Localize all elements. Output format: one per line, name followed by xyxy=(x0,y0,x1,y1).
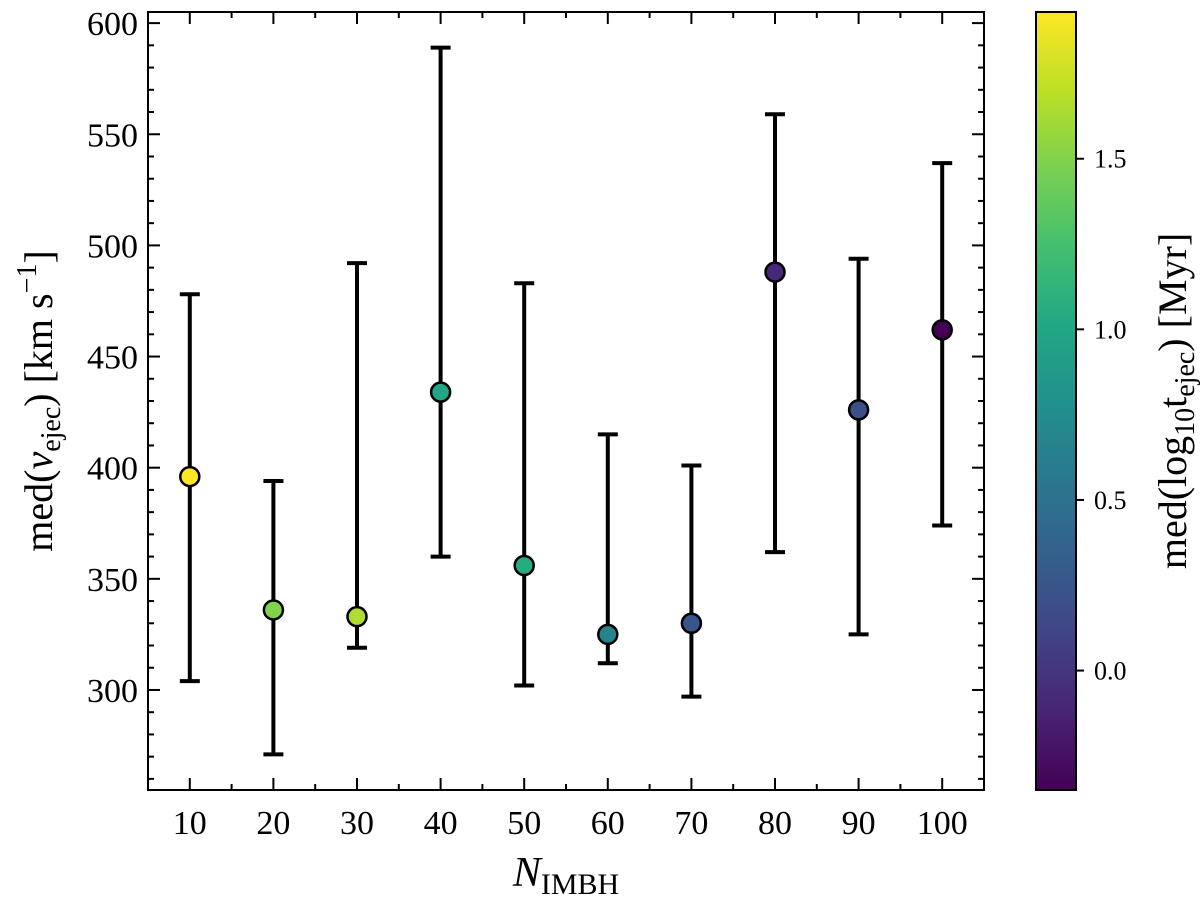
x-tick-label: 90 xyxy=(842,805,876,842)
error-bar xyxy=(514,281,535,688)
x-tick-label: 30 xyxy=(340,805,374,842)
y-axis-label: med(vejec) [km s−1] xyxy=(12,250,67,551)
plot-frame xyxy=(147,11,985,791)
colorbar xyxy=(1035,11,1077,791)
error-bar xyxy=(430,45,451,559)
x-tick-labels: 10 20 30 40 50 60 70 80 90 100 xyxy=(173,805,968,842)
data-point xyxy=(346,605,368,628)
data-point xyxy=(931,319,953,341)
colorbar-tick-label: 0.0 xyxy=(1094,657,1127,686)
data-point xyxy=(262,599,285,621)
data-point xyxy=(764,261,786,283)
y-tick-label: 600 xyxy=(87,6,138,43)
error-bar xyxy=(848,256,869,637)
colorbar-tick-label: 1.5 xyxy=(1094,145,1127,174)
data-points xyxy=(179,261,953,646)
x-tick-label: 80 xyxy=(758,805,792,842)
x-tick-label: 70 xyxy=(674,805,708,842)
y-tick-label: 300 xyxy=(87,673,138,710)
x-tick-label: 100 xyxy=(917,805,968,842)
error-bar xyxy=(179,292,200,684)
colorbar-ticks: 0.0 0.5 1.0 1.5 xyxy=(1076,145,1127,686)
error-bar xyxy=(765,112,785,555)
y-tick-label: 350 xyxy=(87,562,138,599)
error-bars xyxy=(179,45,953,757)
y-tick-labels: 300 350 400 450 500 550 600 xyxy=(87,6,138,710)
y-tick-label: 550 xyxy=(87,117,138,154)
data-point xyxy=(513,554,535,577)
error-bar xyxy=(681,463,702,699)
y-tick-label: 400 xyxy=(87,451,138,488)
x-tick-label: 20 xyxy=(256,805,290,842)
y-tick-label: 500 xyxy=(87,228,138,265)
data-point xyxy=(680,612,703,635)
data-point xyxy=(429,381,452,403)
error-bar xyxy=(347,261,367,650)
colorbar-tick-label: 0.5 xyxy=(1094,486,1127,515)
data-point xyxy=(597,623,619,646)
colorbar-label: med(log10tejec) [Myr] xyxy=(1150,233,1200,569)
x-tick-label: 40 xyxy=(424,805,458,842)
data-point xyxy=(847,399,870,421)
x-axis-label: NIMBH xyxy=(512,850,619,898)
y-tick-label: 450 xyxy=(87,340,138,377)
x-tick-label: 10 xyxy=(173,805,207,842)
colorbar-tick-label: 1.0 xyxy=(1094,315,1127,344)
error-bar xyxy=(932,161,953,528)
x-tick-label: 50 xyxy=(507,805,541,842)
data-point xyxy=(179,465,201,488)
x-tick-label: 60 xyxy=(591,805,625,842)
